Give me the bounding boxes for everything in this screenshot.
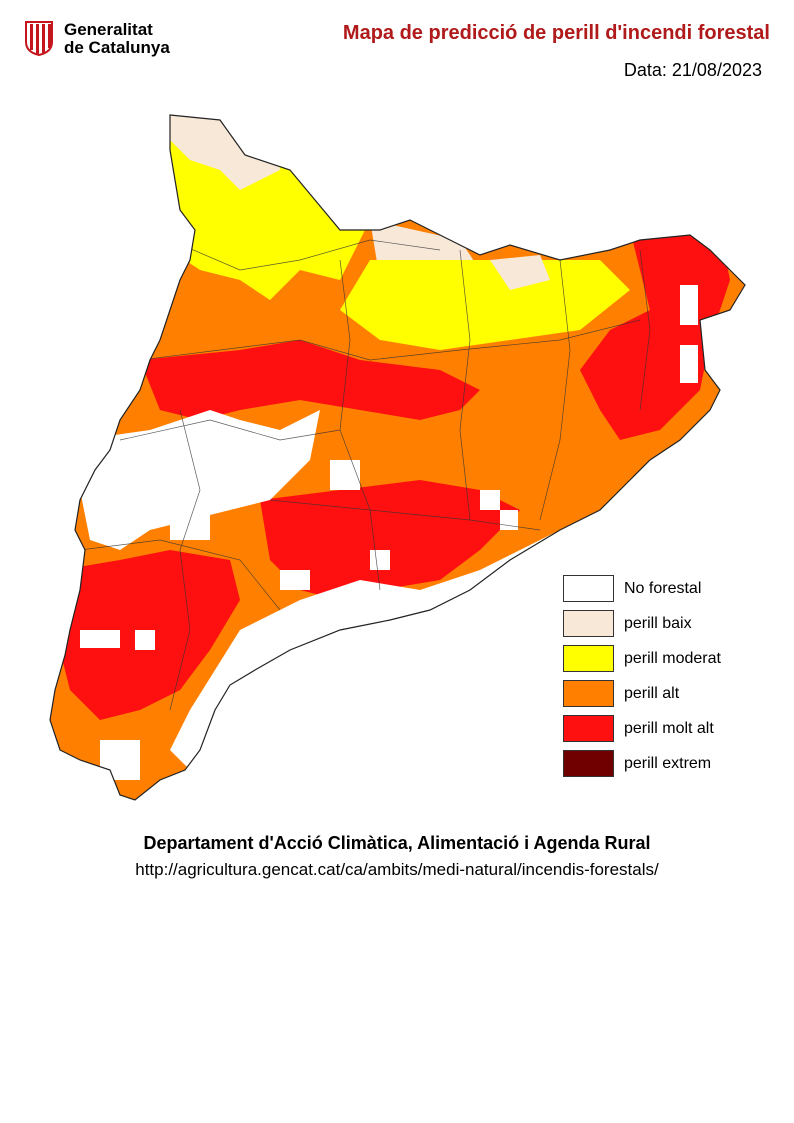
legend-label: perill alt	[624, 685, 680, 702]
legend-item-perill-extrem: perill extrem	[563, 750, 763, 785]
legend-swatch	[563, 610, 614, 637]
department-name: Departament d'Acció Climàtica, Alimentac…	[143, 833, 651, 853]
legend-swatch	[563, 750, 614, 777]
legend-label: perill baix	[624, 615, 692, 632]
legend-swatch	[563, 680, 614, 707]
legend-label: perill molt alt	[624, 720, 714, 737]
legend-item-perill-alt: perill alt	[563, 680, 763, 715]
legend-label: perill extrem	[624, 755, 712, 772]
map-date: Data: 21/08/2023	[623, 60, 762, 80]
legend-item-perill-molt-alt: perill molt alt	[563, 715, 763, 750]
catalan-flag-icon	[25, 21, 53, 56]
legend-swatch	[563, 715, 614, 742]
map-title: Mapa de predicció de perill d'incendi fo…	[342, 22, 770, 44]
logo-line1: Generalitat	[64, 20, 153, 39]
source-url: http://agricultura.gencat.cat/ca/ambits/…	[135, 860, 659, 879]
legend-item-perill-moderat: perill moderat	[563, 645, 763, 680]
logo-line2: de Catalunya	[64, 38, 170, 57]
legend-item-perill-baix: perill baix	[563, 610, 763, 645]
legend-swatch	[563, 645, 614, 672]
legend-item-no-forestal: No forestal	[563, 575, 763, 610]
fire-risk-map	[49, 114, 746, 801]
map-legend: No forestal perill baix perill moderat p…	[563, 575, 763, 785]
generalitat-logo: Generalitat de Catalunya	[24, 20, 184, 60]
legend-swatch	[563, 575, 614, 602]
legend-label: perill moderat	[624, 650, 721, 667]
logo-text: Generalitat de Catalunya	[64, 21, 170, 57]
legend-label: No forestal	[624, 580, 702, 597]
